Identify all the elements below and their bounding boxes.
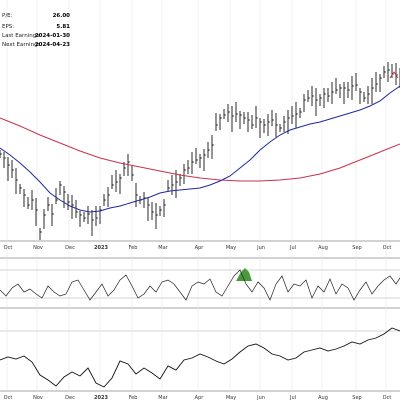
x-tick-label: Sep: [352, 245, 361, 251]
momentum-overbought-fill: [236, 268, 252, 281]
next-earnings-label: Next Earnings:: [2, 42, 42, 48]
x-tick-label: 2023: [94, 245, 108, 251]
momentum-line: [0, 269, 400, 301]
x-tick-label: Sep: [352, 395, 361, 400]
fundamentals-box: P/E: 26.00 EPS: 5.81 Last Earnings: 2024…: [2, 13, 70, 48]
x-tick-label: Apr: [195, 245, 205, 251]
x-tick-label: Dec: [65, 395, 75, 400]
x-tick-label: Oct: [4, 245, 13, 251]
long-moving-average-line: [0, 117, 400, 182]
eps-label: EPS:: [2, 24, 14, 30]
x-tick-label: Apr: [195, 395, 205, 400]
x-tick-label: May: [226, 245, 236, 251]
x-tick-label: Jul: [289, 395, 296, 400]
x-tick-label: Aug: [318, 245, 328, 251]
x-tick-label: Oct: [383, 245, 392, 251]
x-tick-label: 2023: [94, 395, 108, 400]
grid-layer: [6, 0, 387, 391]
last-earnings-label: Last Earnings:: [2, 33, 41, 39]
x-tick-label: Feb: [129, 245, 138, 251]
x-tick-label: Jun: [256, 245, 265, 251]
indicator-layer: [0, 268, 400, 388]
last-earnings-value: 2024-01-30: [35, 33, 70, 39]
next-earnings-value: 2024-04-23: [35, 42, 70, 48]
eps-value: 5.81: [56, 24, 70, 30]
relative-strength-line: [0, 327, 400, 388]
short-moving-average-line: [0, 85, 400, 213]
x-tick-label: Feb: [129, 395, 138, 400]
x-tick-label: Oct: [4, 395, 13, 400]
x-tick-label: Jun: [256, 395, 265, 400]
x-tick-label: Mar: [158, 245, 168, 251]
pe-label: P/E:: [2, 13, 13, 19]
x-tick-label: Jul: [289, 245, 296, 251]
x-tick-label: Nov: [33, 245, 43, 251]
month-ticks-lower: Oct Nov Dec 2023 Feb Mar Apr May Jun Jul Aug Sep Oct: [4, 395, 392, 400]
month-ticks-upper: Oct Nov Dec 2023 Feb Mar Apr May Jun Jul Aug Sep Oct: [4, 245, 392, 251]
x-tick-label: Nov: [33, 395, 43, 400]
x-tick-label: Aug: [318, 395, 328, 400]
new-high-marker: [389, 71, 399, 79]
x-tick-label: Oct: [383, 395, 392, 400]
pe-value: 26.00: [53, 13, 71, 19]
x-tick-label: Mar: [158, 395, 168, 400]
x-tick-label: May: [226, 395, 236, 400]
price-layer: [0, 62, 400, 240]
x-tick-label: Dec: [65, 245, 75, 251]
